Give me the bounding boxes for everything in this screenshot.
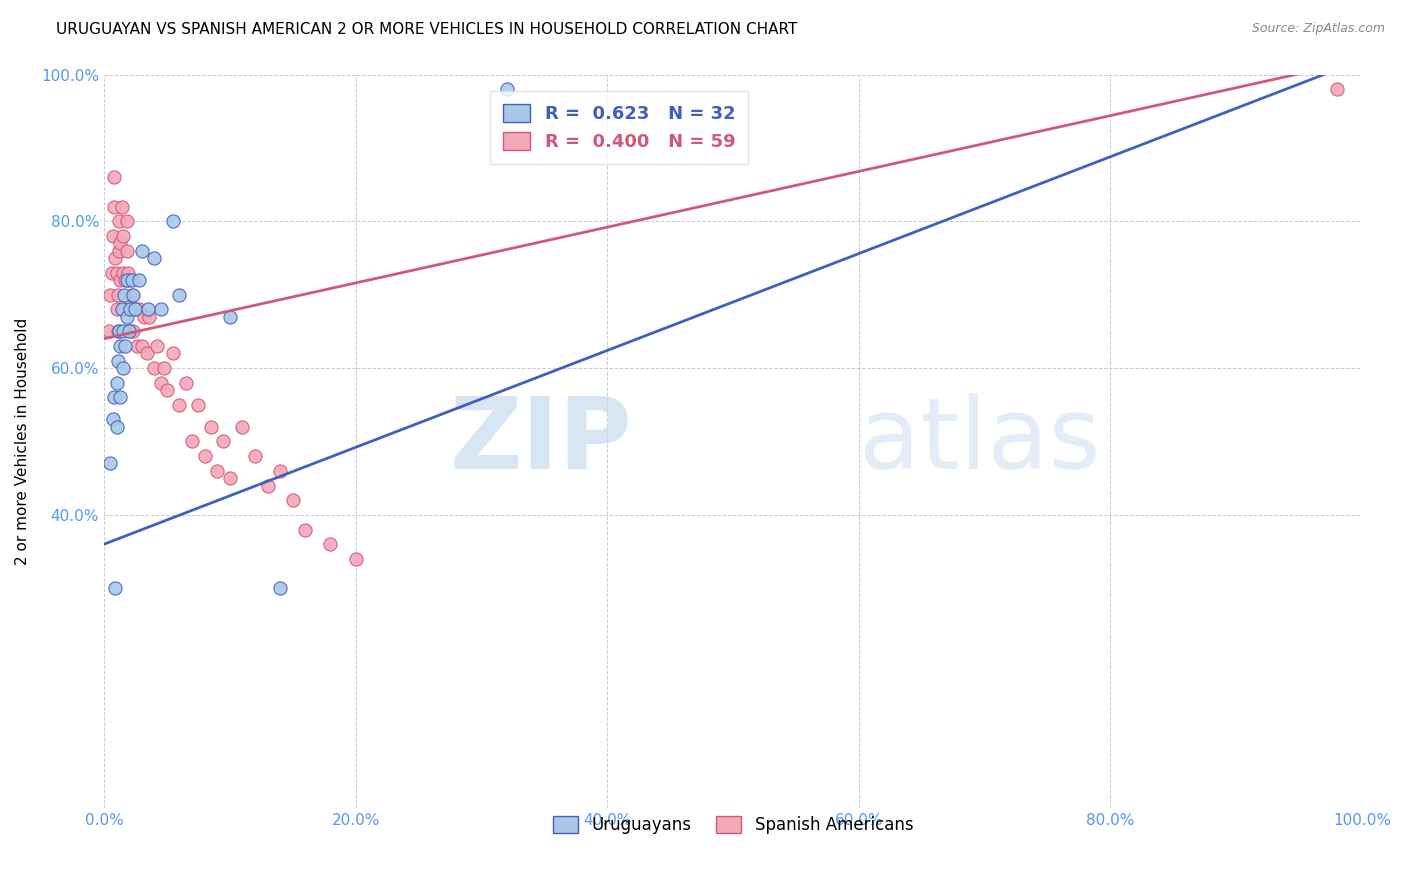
Point	[495, 82, 517, 96]
Point	[162, 346, 184, 360]
Point	[110, 236, 132, 251]
Point	[319, 537, 342, 551]
Point	[111, 325, 134, 339]
Point	[124, 302, 146, 317]
Point	[117, 266, 139, 280]
Point	[98, 457, 121, 471]
Text: ZIP: ZIP	[450, 393, 633, 490]
Point	[131, 244, 153, 258]
Point	[118, 325, 141, 339]
Point	[105, 419, 128, 434]
Point	[143, 361, 166, 376]
Point	[162, 214, 184, 228]
Point	[114, 339, 136, 353]
Point	[149, 376, 172, 390]
Point	[344, 552, 367, 566]
Point	[107, 287, 129, 301]
Point	[269, 464, 291, 478]
Point	[128, 302, 150, 317]
Point	[118, 273, 141, 287]
Point	[122, 325, 145, 339]
Point	[294, 523, 316, 537]
Point	[143, 251, 166, 265]
Point	[149, 302, 172, 317]
Point	[103, 200, 125, 214]
Text: Source: ZipAtlas.com: Source: ZipAtlas.com	[1251, 22, 1385, 36]
Point	[153, 361, 176, 376]
Point	[134, 310, 156, 324]
Point	[111, 266, 134, 280]
Point	[200, 419, 222, 434]
Point	[103, 391, 125, 405]
Point	[181, 434, 204, 449]
Point	[115, 310, 138, 324]
Point	[125, 339, 148, 353]
Point	[187, 398, 209, 412]
Point	[110, 302, 132, 317]
Point	[115, 244, 138, 258]
Point	[218, 310, 240, 324]
Point	[98, 325, 121, 339]
Point	[103, 170, 125, 185]
Point	[110, 273, 132, 287]
Point	[101, 412, 124, 426]
Point	[156, 383, 179, 397]
Point	[110, 339, 132, 353]
Point	[111, 229, 134, 244]
Point	[169, 398, 191, 412]
Point	[112, 287, 135, 301]
Point	[169, 287, 191, 301]
Point	[114, 273, 136, 287]
Point	[104, 251, 127, 265]
Point	[131, 339, 153, 353]
Point	[107, 325, 129, 339]
Point	[105, 302, 128, 317]
Point	[269, 581, 291, 595]
Point	[135, 346, 157, 360]
Point	[1326, 82, 1348, 96]
Point	[121, 273, 143, 287]
Point	[136, 302, 159, 317]
Point	[115, 214, 138, 228]
Point	[243, 449, 266, 463]
Point	[121, 287, 143, 301]
Point	[115, 273, 138, 287]
Point	[105, 376, 128, 390]
Point	[110, 200, 132, 214]
Point	[120, 302, 142, 317]
Point	[107, 353, 129, 368]
Point	[281, 493, 304, 508]
Point	[231, 419, 253, 434]
Point	[100, 266, 122, 280]
Point	[118, 302, 141, 317]
Point	[174, 376, 197, 390]
Legend: Uruguayans, Spanish Americans: Uruguayans, Spanish Americans	[543, 806, 924, 844]
Point	[111, 361, 134, 376]
Point	[110, 391, 132, 405]
Point	[104, 581, 127, 595]
Point	[205, 464, 228, 478]
Text: atlas: atlas	[859, 393, 1101, 490]
Point	[218, 471, 240, 485]
Point	[138, 310, 160, 324]
Point	[108, 325, 131, 339]
Point	[98, 287, 121, 301]
Point	[256, 478, 278, 492]
Point	[146, 339, 169, 353]
Point	[120, 325, 142, 339]
Point	[124, 302, 146, 317]
Y-axis label: 2 or more Vehicles in Household: 2 or more Vehicles in Household	[15, 318, 30, 566]
Point	[194, 449, 217, 463]
Text: URUGUAYAN VS SPANISH AMERICAN 2 OR MORE VEHICLES IN HOUSEHOLD CORRELATION CHART: URUGUAYAN VS SPANISH AMERICAN 2 OR MORE …	[56, 22, 797, 37]
Point	[212, 434, 235, 449]
Point	[105, 266, 128, 280]
Point	[128, 273, 150, 287]
Point	[112, 302, 135, 317]
Point	[101, 229, 124, 244]
Point	[122, 287, 145, 301]
Point	[108, 244, 131, 258]
Point	[108, 214, 131, 228]
